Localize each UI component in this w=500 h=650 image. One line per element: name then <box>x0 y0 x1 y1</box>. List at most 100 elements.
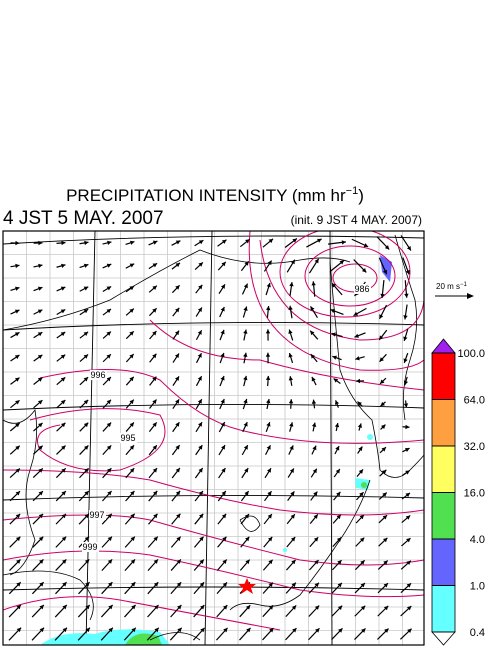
wind-arrow-head <box>129 263 135 268</box>
wind-arrow-head <box>289 445 294 450</box>
wind-arrow-head <box>198 445 203 450</box>
wind-arrow-head <box>221 261 226 267</box>
wind-arrow-head <box>383 605 389 611</box>
wind-arrow-head <box>268 559 273 565</box>
wind-arrow-head <box>383 583 388 588</box>
wind-arrow-head <box>359 514 364 520</box>
wind-arrow-head <box>310 306 315 311</box>
wind-arrow-head <box>83 263 89 268</box>
wind-arrow-head <box>335 468 340 474</box>
wind-arrow-head <box>379 335 384 340</box>
wind-arrow-head <box>176 559 181 564</box>
wind-arrow-head <box>405 470 410 475</box>
wind-arrow-head <box>246 627 251 633</box>
wind-arrow-head <box>60 286 66 291</box>
wind-arrow-head <box>406 560 411 566</box>
wind-arrow-head <box>313 537 319 542</box>
wind-reference-exponent: −1 <box>460 282 468 288</box>
wind-arrow-head <box>200 605 205 610</box>
wind-arrow-head <box>403 380 409 386</box>
wind-arrow-head <box>384 245 390 250</box>
wind-arrow-head <box>15 240 20 246</box>
contour-label: 999 <box>82 542 97 552</box>
wind-arrow-head <box>336 514 341 520</box>
wind-arrow-head <box>383 269 388 275</box>
wind-arrow-head <box>152 330 157 336</box>
wind-arrow-head <box>107 536 112 542</box>
colorbar-label: 16.0 <box>464 488 485 500</box>
wind-arrow-head <box>288 329 293 335</box>
wind-arrow-head <box>14 309 20 314</box>
wind-arrow-head <box>84 240 89 246</box>
wind-arrow-head <box>199 559 204 564</box>
wind-arrow-head <box>290 537 296 542</box>
wind-arrow-head <box>245 559 250 565</box>
wind-arrow-head <box>359 492 364 497</box>
wind-arrow-head <box>291 559 296 565</box>
wind-vectors <box>8 235 412 641</box>
contour-label: 986 <box>354 284 369 294</box>
wind-arrow-head <box>84 445 89 450</box>
wind-arrow-head <box>243 306 248 311</box>
wind-arrow-head <box>406 583 412 588</box>
colorbar-band <box>431 492 456 540</box>
wind-arrow-head <box>38 445 43 450</box>
wind-arrow-head <box>220 329 225 335</box>
wind-arrow-head <box>106 399 111 405</box>
wind-arrow-head <box>197 307 202 313</box>
wind-arrow-head <box>108 604 113 610</box>
wind-arrow-head <box>61 240 66 246</box>
wind-arrow-head <box>198 284 203 290</box>
wind-arrow-head <box>291 605 297 610</box>
wind-arrow-head <box>106 308 112 314</box>
wind-arrow-head <box>38 468 43 473</box>
wind-arrow-head <box>310 354 316 359</box>
wind-arrow-head <box>37 400 43 405</box>
wind-arrow-head <box>60 332 66 337</box>
wind-arrow-head <box>107 468 112 473</box>
wind-arrow-head <box>198 490 203 496</box>
wind-arrow-head <box>108 627 113 633</box>
wind-arrow-head <box>177 627 182 633</box>
wind-arrow-head <box>266 306 271 311</box>
wind-arrow-head <box>244 513 249 519</box>
wind-arrow-head <box>108 582 113 587</box>
wind-arrow-head <box>266 282 271 288</box>
wind-arrow-head <box>334 422 340 428</box>
wind-arrow-head <box>175 445 180 450</box>
contour-label: 995 <box>120 433 135 443</box>
wind-arrow-head <box>130 559 136 564</box>
wind-arrow-head <box>60 377 66 382</box>
wind-arrow-head <box>129 331 134 336</box>
wind-arrow-head <box>153 536 158 542</box>
wind-arrow-head <box>220 306 225 312</box>
wind-arrow-head <box>198 262 203 267</box>
wind-arrow-head <box>289 468 294 473</box>
wind-arrow-head <box>289 422 294 427</box>
wind-arrow-head <box>266 445 271 450</box>
wind-arrow-head <box>221 513 227 519</box>
wind-arrow-head <box>83 286 89 291</box>
wind-arrow-head <box>15 445 20 451</box>
wind-arrow-head <box>244 261 249 266</box>
wind-arrow-head <box>290 514 295 519</box>
map <box>3 231 424 645</box>
wind-arrow-head <box>221 445 226 450</box>
wind-arrow-head <box>403 336 408 342</box>
wind-arrow-head <box>381 424 386 429</box>
wind-arrow-head <box>153 559 158 564</box>
wind-arrow-head <box>265 329 271 334</box>
wind-arrow-head <box>266 422 271 427</box>
wind-arrow-head <box>223 627 228 633</box>
wind-arrow-head <box>15 423 20 428</box>
wind-arrow-head <box>384 628 389 633</box>
isobars <box>3 231 424 631</box>
wind-arrow-head <box>197 353 202 358</box>
wind-arrow-head <box>14 355 20 360</box>
wind-arrow-head <box>358 446 363 452</box>
wind-arrow-head <box>334 400 340 405</box>
wind-arrow-head <box>222 536 227 542</box>
wind-arrow-head <box>153 513 158 519</box>
wind-arrow-head <box>243 283 248 289</box>
